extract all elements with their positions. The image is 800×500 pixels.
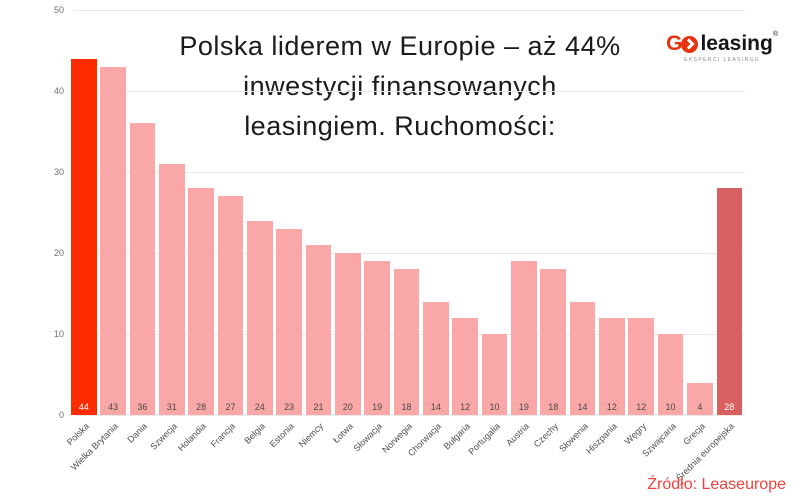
bar-Holandia: 28 <box>188 188 214 415</box>
bar-Szwecja: 31 <box>159 163 185 415</box>
bar-Dania: 36 <box>129 123 156 415</box>
bar-value-label: 36 <box>137 401 148 412</box>
bar-Francja: 27 <box>217 196 244 415</box>
y-axis-tick-label: 30 <box>53 167 64 177</box>
go-leasing-logo: G leasing ® EKSPERCI LEASINGU <box>666 31 778 63</box>
bar-Chorwacja: 14 <box>423 301 449 415</box>
bar-value-label: 27 <box>225 401 236 412</box>
y-axis-tick-label: 40 <box>53 86 64 96</box>
bar-Austria: 19 <box>511 261 537 415</box>
bar-Szwajcaria: 10 <box>657 334 684 415</box>
bar-value-label: 10 <box>665 402 676 412</box>
logo-word-leasing: leasing <box>700 32 773 55</box>
gridline <box>75 172 745 173</box>
bar-Polska: 44 <box>71 58 97 415</box>
bar-value-label: 10 <box>489 402 500 412</box>
bar-value-label: 12 <box>636 401 647 412</box>
bar-Estonia: 23 <box>276 228 302 415</box>
bar-value-label: 12 <box>606 401 617 412</box>
bar-Czechy: 18 <box>540 269 566 415</box>
bar-Grecja: 4 <box>687 382 713 415</box>
bar-value-label: 14 <box>577 401 588 412</box>
bar-value-label: 20 <box>342 402 353 412</box>
gridline <box>75 91 745 92</box>
bar-Belgia: 24 <box>247 220 273 415</box>
y-axis-tick-label: 20 <box>53 248 64 258</box>
bar-Węgry: 12 <box>628 317 654 415</box>
bar-value-label: 19 <box>518 401 529 412</box>
chart-title-line-1: Polska liderem w Europie – aż 44% <box>179 31 621 61</box>
bar-value-label: 14 <box>430 401 441 412</box>
bar-value-label: 4 <box>697 401 703 412</box>
bar-Portugalia: 10 <box>481 334 508 415</box>
y-axis-tick-label: 0 <box>58 410 64 420</box>
bar-Bułgaria: 12 <box>452 317 478 415</box>
bar-Wielka Brytania: 43 <box>100 66 126 415</box>
bar-value-label: 28 <box>196 401 207 412</box>
chart-title-line-3: leasingiem. Ruchomości: <box>244 111 556 141</box>
y-axis-tick-label: 50 <box>53 5 64 15</box>
bar-Norwegia: 18 <box>393 269 420 415</box>
gridline <box>75 10 745 11</box>
bar-value-label: 28 <box>724 401 735 412</box>
bar-value-label: 44 <box>78 401 89 412</box>
source-label: Źródło: Leaseurope <box>647 476 786 493</box>
bar-value-label: 43 <box>108 401 119 412</box>
bar-Średnia europejska: 28 <box>716 188 742 415</box>
registered-trademark-icon: ® <box>772 31 778 38</box>
gridline <box>75 415 745 416</box>
bar-value-label: 23 <box>284 401 295 412</box>
bar-value-label: 19 <box>372 401 383 412</box>
gridline <box>75 253 745 254</box>
chart-title: Polska liderem w Europie – aż 44% inwest… <box>0 26 800 146</box>
bar-value-label: 18 <box>548 401 559 412</box>
bar-value-label: 31 <box>166 401 177 412</box>
bar-Hiszpania: 12 <box>599 317 625 415</box>
logo-tagline: EKSPERCI LEASINGU <box>684 57 760 63</box>
bar-value-label: 18 <box>401 401 412 412</box>
bar-value-label: 24 <box>254 401 265 412</box>
go-arrow-icon <box>681 35 699 53</box>
logo-letter-g: G <box>666 32 682 55</box>
bar-Łotwa: 20 <box>335 253 361 415</box>
logo-wordmark: G leasing ® <box>666 31 778 56</box>
bar-Niemcy: 21 <box>305 244 332 415</box>
bar-Słowacja: 19 <box>364 261 390 415</box>
bar-value-label: 21 <box>313 401 324 412</box>
bar-value-label: 12 <box>460 401 471 412</box>
chart-title-line-2: inwestycji finansowanych <box>243 71 557 101</box>
bar-Słowenia: 14 <box>569 301 596 415</box>
y-axis-tick-label: 10 <box>53 329 64 339</box>
